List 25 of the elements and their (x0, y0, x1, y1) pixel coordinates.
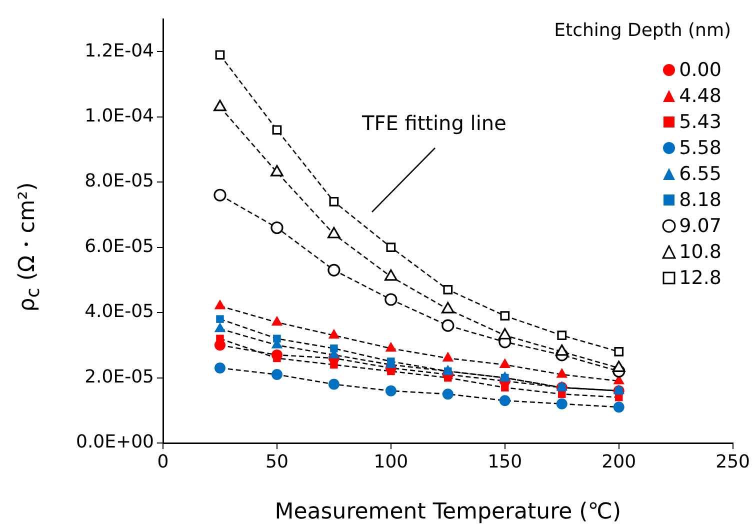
y-tick-label: 6.0E-05 (84, 236, 154, 257)
x-tick-label: 0 (157, 451, 169, 472)
legend-title: Etching Depth (nm) (554, 20, 731, 41)
legend-label: 6.55 (679, 162, 722, 187)
y-tick-label: 8.0E-05 (84, 170, 154, 192)
legend-label: 12.8 (679, 266, 722, 291)
legend-label: 9.07 (679, 214, 722, 239)
y-tick-label: 1.2E-04 (84, 40, 154, 62)
legend-label: 8.18 (679, 188, 722, 213)
legend-label: 0.00 (679, 58, 722, 83)
legend-label: 5.58 (679, 136, 722, 161)
x-tick-label: 100 (374, 451, 408, 472)
x-axis-title: Measurement Temperature (℃) (274, 500, 622, 525)
legend-label: 5.43 (679, 110, 722, 135)
x-tick-label: 250 (716, 451, 750, 472)
annotation: TFE fitting line (362, 111, 506, 135)
y-tick-label: 0.0E+00 (76, 432, 154, 453)
legend-label: 10.8 (679, 240, 722, 265)
x-tick-label: 150 (488, 451, 522, 472)
x-tick-label: 200 (602, 451, 636, 472)
y-tick-label: 1.0E-04 (84, 106, 154, 127)
legend-label: 4.48 (679, 84, 722, 109)
y-tick-label: 2.0E-05 (84, 366, 154, 388)
x-tick-label: 50 (266, 451, 288, 472)
y-tick-label: 4.0E-05 (84, 301, 154, 322)
